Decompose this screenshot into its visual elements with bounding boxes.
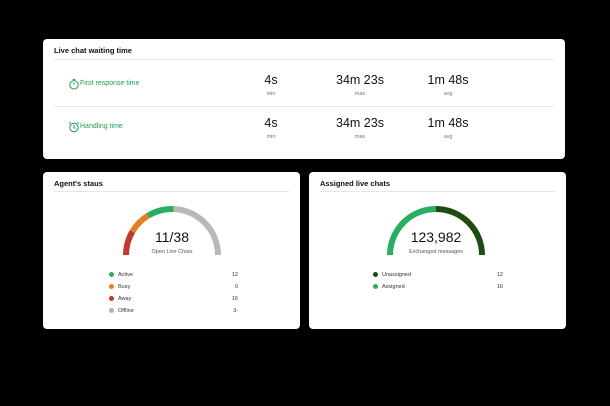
metric-value: 34m 23s: [336, 116, 384, 130]
avg-metric: 1m 48s avg: [418, 116, 478, 140]
divider: [54, 106, 554, 107]
legend-value: 16: [231, 296, 238, 302]
metric-value: 4s: [264, 116, 278, 130]
exchanged-messages-label: Exchanged messages: [408, 249, 464, 255]
legend-item-unassigned: Unassigned 12: [373, 270, 503, 280]
legend-item-away: Away 16: [109, 294, 238, 304]
waiting-time-title: Live chat waiting time: [54, 46, 132, 55]
divider: [54, 191, 289, 192]
status-dot: [109, 272, 114, 277]
divider: [320, 191, 555, 192]
avg-metric: 1m 48s avg: [418, 73, 478, 97]
legend-name: Offline: [118, 308, 134, 314]
handling-time-row: Handling time 4s min 34m 23s max 1m 48s …: [54, 105, 554, 149]
legend-value: 3-: [233, 308, 238, 314]
legend-value: 12: [231, 272, 238, 278]
status-dot: [109, 296, 114, 301]
waiting-time-card: Live chat waiting time First response ti…: [43, 39, 565, 159]
divider: [54, 59, 554, 60]
metric-label: avg: [443, 91, 453, 97]
legend-value: 16: [496, 284, 503, 290]
exchanged-messages-value: 123,982: [410, 229, 462, 245]
legend-name: Away: [118, 296, 132, 302]
metric-label: max: [354, 91, 366, 97]
agent-status-card: Agent's staus 11/38 Open Live Chats Acti…: [43, 172, 300, 329]
legend-name: Active: [118, 272, 133, 278]
gauge-segment-assigned: [387, 206, 437, 256]
status-dot: [109, 284, 114, 289]
gauge-segment-active: [146, 206, 174, 219]
gauge-segment-unassigned: [435, 206, 485, 256]
max-metric: 34m 23s max: [330, 116, 390, 140]
metric-value: 1m 48s: [427, 73, 469, 87]
min-metric: 4s min: [241, 116, 301, 140]
gauge-segment-busy: [129, 213, 150, 234]
legend-name: Assigned: [382, 284, 405, 290]
first-response-label: First response time: [80, 80, 140, 87]
legend-item-busy: Busy 0: [109, 282, 238, 292]
legend-name: Busy: [118, 284, 131, 290]
assigned-chats-gauge: [387, 206, 485, 256]
metric-value: 1m 48s: [427, 116, 469, 130]
first-response-row: First response time 4s min 34m 23s max 1…: [54, 62, 554, 106]
legend-item-offline: Offline 3-: [109, 306, 238, 316]
legend-value: 12: [496, 272, 503, 278]
min-metric: 4s min: [241, 73, 301, 97]
legend-item-assigned: Assigned 16: [373, 282, 503, 292]
legend-value: 0: [234, 284, 238, 290]
metric-label: min: [266, 91, 276, 97]
max-metric: 34m 23s max: [330, 73, 390, 97]
agent-status-gauge: [123, 206, 221, 256]
legend-item-active: Active 12: [109, 270, 238, 280]
assigned-chats-title: Assigned live chats: [320, 179, 391, 188]
metric-value: 34m 23s: [336, 73, 384, 87]
gauge-segment-offline: [173, 206, 221, 256]
handling-time-label: Handling time: [80, 123, 123, 130]
status-dot: [109, 308, 114, 313]
metric-value: 4s: [264, 73, 278, 87]
metric-label: max: [354, 134, 366, 140]
assigned-chats-card: Assigned live chats 123,982 Exchanged me…: [309, 172, 566, 329]
stopwatch-icon: [69, 78, 79, 90]
legend-name: Unassigned: [382, 272, 412, 278]
status-dot: [373, 272, 378, 277]
alarm-clock-icon: [68, 121, 80, 133]
open-chats-value: 11/38: [155, 229, 189, 245]
metric-label: min: [266, 134, 276, 140]
open-chats-label: Open Live Chats: [151, 249, 193, 255]
agent-status-title: Agent's staus: [54, 179, 103, 188]
metric-label: avg: [443, 134, 453, 140]
gauge-segment-away: [123, 229, 136, 256]
status-dot: [373, 284, 378, 289]
